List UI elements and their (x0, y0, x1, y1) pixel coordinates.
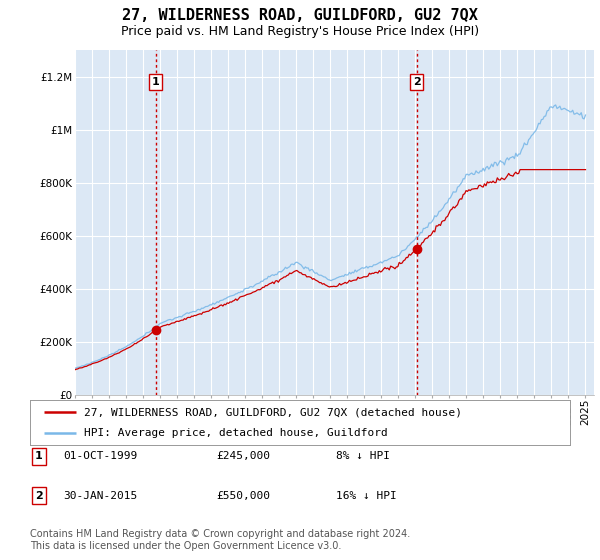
Text: 2: 2 (35, 491, 43, 501)
Text: Contains HM Land Registry data © Crown copyright and database right 2024.
This d: Contains HM Land Registry data © Crown c… (30, 529, 410, 551)
Text: 30-JAN-2015: 30-JAN-2015 (63, 491, 137, 501)
Text: 01-OCT-1999: 01-OCT-1999 (63, 451, 137, 461)
Text: 16% ↓ HPI: 16% ↓ HPI (336, 491, 397, 501)
Text: Price paid vs. HM Land Registry's House Price Index (HPI): Price paid vs. HM Land Registry's House … (121, 25, 479, 38)
Text: 1: 1 (152, 77, 160, 87)
Text: £550,000: £550,000 (216, 491, 270, 501)
Text: £245,000: £245,000 (216, 451, 270, 461)
Text: 27, WILDERNESS ROAD, GUILDFORD, GU2 7QX: 27, WILDERNESS ROAD, GUILDFORD, GU2 7QX (122, 8, 478, 24)
Text: 27, WILDERNESS ROAD, GUILDFORD, GU2 7QX (detached house): 27, WILDERNESS ROAD, GUILDFORD, GU2 7QX … (84, 408, 462, 418)
Text: 8% ↓ HPI: 8% ↓ HPI (336, 451, 390, 461)
Text: 1: 1 (35, 451, 43, 461)
Text: 2: 2 (413, 77, 421, 87)
Text: HPI: Average price, detached house, Guildford: HPI: Average price, detached house, Guil… (84, 428, 388, 438)
